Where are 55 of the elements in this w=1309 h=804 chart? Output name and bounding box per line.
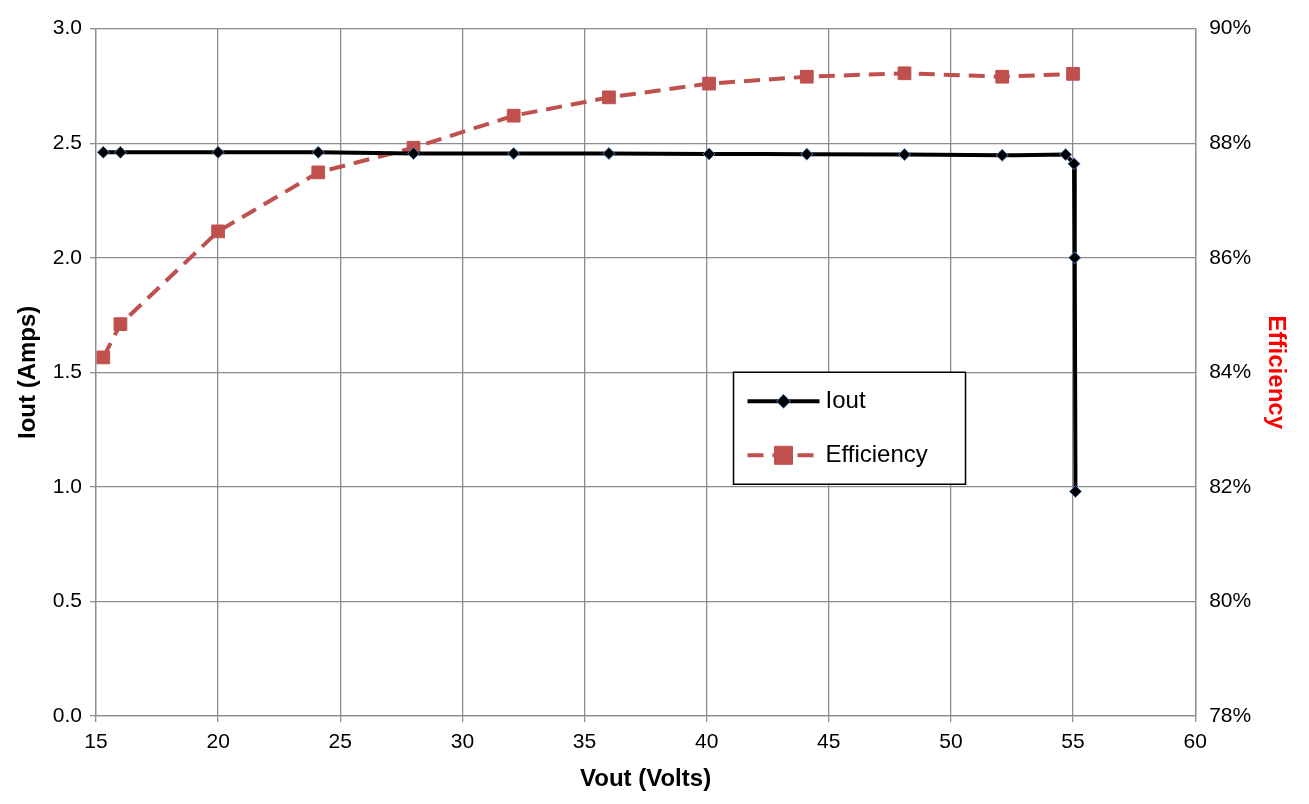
point (211, 224, 225, 239)
y-tick-label: 0.5 (52, 588, 82, 612)
y-tick-label: 1.0 (52, 473, 82, 497)
x-tick-label: 30 (450, 729, 475, 753)
x-tick-label: 20 (206, 729, 230, 753)
y-tick-label: 1.5 (52, 359, 82, 383)
x-axis-title: Vout (Volts) (580, 764, 712, 792)
legend-label: Iout (825, 385, 866, 413)
point (1068, 251, 1082, 265)
point (602, 146, 616, 160)
y2-tick-label: 88% (1209, 129, 1252, 153)
x-tick-label: 40 (694, 729, 719, 753)
point (113, 145, 127, 159)
y-tick-label: 3.0 (52, 15, 82, 39)
x-tick-label: 35 (572, 729, 597, 753)
point (702, 147, 716, 161)
x-tick-label: 45 (817, 729, 841, 753)
point (507, 146, 521, 160)
point (800, 147, 814, 161)
x-tick-label: 15 (84, 729, 108, 753)
point (211, 145, 225, 159)
y2-tick-label: 82% (1209, 473, 1252, 497)
point (897, 66, 912, 81)
point (407, 146, 421, 160)
y2-tick-label: 78% (1209, 702, 1252, 726)
point (995, 69, 1010, 84)
point (995, 148, 1009, 162)
y2-tick-label: 80% (1209, 588, 1252, 612)
y2-tick-label: 90% (1209, 15, 1252, 39)
legend-label: Efficiency (825, 439, 928, 467)
point (1059, 148, 1073, 162)
point (311, 145, 325, 159)
y2-axis-title: Efficiency (1263, 315, 1291, 430)
point (1068, 484, 1082, 498)
x-tick-label: 50 (939, 729, 963, 753)
y2-tick-label: 86% (1209, 244, 1252, 268)
point (113, 317, 128, 332)
point (96, 350, 111, 365)
point (506, 108, 521, 123)
point (1067, 157, 1081, 171)
point (96, 145, 110, 159)
point (702, 76, 716, 91)
x-tick-label: 25 (328, 729, 352, 753)
y-tick-label: 2.5 (52, 129, 82, 153)
y-tick-label: 2.0 (52, 244, 82, 268)
point (1066, 66, 1080, 81)
x-tick-label: 55 (1061, 729, 1085, 753)
point (898, 148, 911, 162)
point (311, 165, 326, 180)
point (799, 69, 814, 84)
point (602, 90, 616, 105)
y-axis-title: Iout (Amps) (13, 305, 41, 439)
x-tick-label: 60 (1183, 729, 1207, 753)
y2-tick-label: 84% (1209, 359, 1252, 383)
y-tick-label: 0.0 (52, 702, 82, 726)
